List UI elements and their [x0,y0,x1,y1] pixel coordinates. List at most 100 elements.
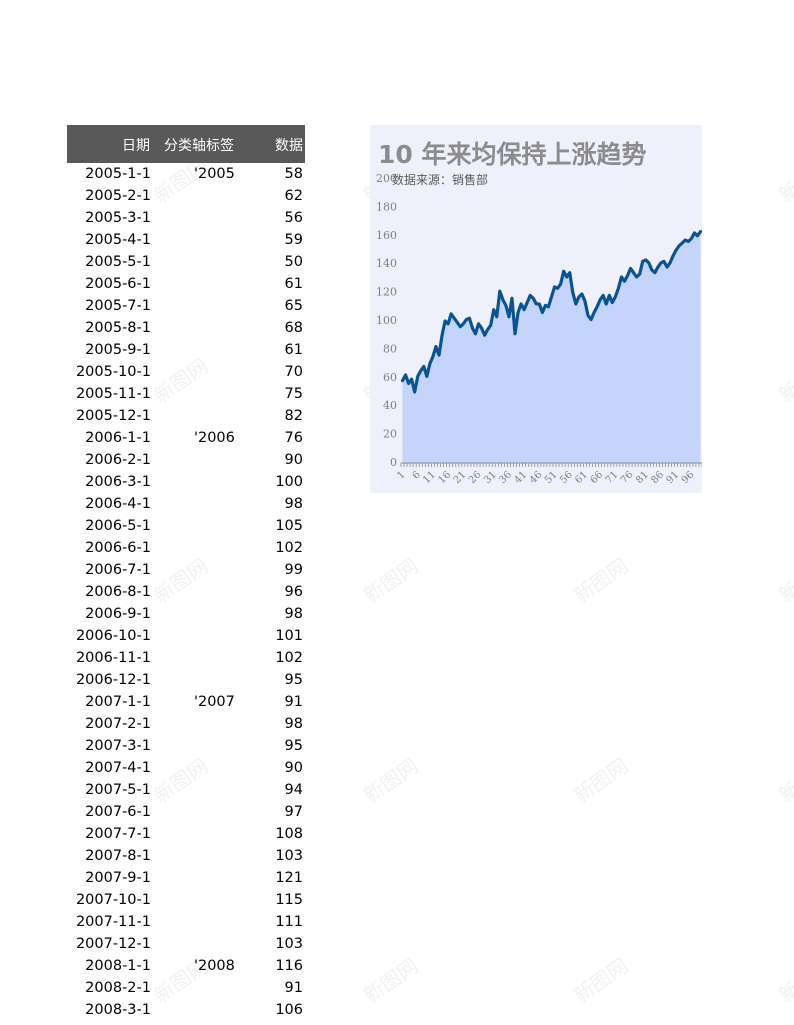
cell-value: 62 [284,188,303,204]
cell-axis-label: '2008 [194,958,235,974]
data-point [575,303,577,305]
table-row: 2007-9-1 121 [67,867,305,889]
data-point [465,318,467,321]
watermark: 新图网 [359,553,423,608]
data-point [514,333,516,335]
cell-value: 116 [275,958,303,974]
cell-date: 2007-3-1 [85,738,151,754]
table-row: 2005-8-1 68 [67,317,305,339]
x-tick-label: 76 [619,469,636,486]
data-point [599,299,601,301]
y-tick-label: 120 [376,286,397,299]
cell-date: 2006-11-1 [75,650,151,666]
cell-value: 103 [275,936,303,952]
data-point [432,355,434,358]
cell-value: 95 [284,672,303,688]
cell-axis-label: '2007 [194,694,235,710]
cell-value: 100 [275,474,303,490]
table-row: 2005-11-1 75 [67,383,305,405]
y-tick-label: 140 [376,257,397,270]
data-point [490,324,492,326]
data-point [605,303,607,305]
data-point [544,304,547,306]
table-row: 2007-11-1 111 [67,911,305,933]
data-point [663,260,665,262]
table-row: 2008-3-1 106 [67,999,305,1021]
data-point [584,300,586,302]
x-tick-label: 46 [528,469,545,486]
cell-value: 75 [284,386,303,402]
y-tick-label: 100 [376,314,397,327]
table-row: 2005-1-1 '2005 58 [67,163,305,185]
cell-date: 2006-8-1 [85,584,151,600]
watermark: 新图网 [359,953,423,1008]
table-row: 2006-6-1 102 [67,537,305,559]
data-point [684,239,686,241]
cell-date: 2007-10-1 [75,892,151,908]
data-point [550,296,553,298]
data-point [496,316,498,318]
data-point [611,301,613,304]
cell-value: 61 [284,342,303,358]
cell-value: 111 [275,914,303,930]
x-tick-label: 96 [680,469,697,486]
data-point [502,299,504,301]
cell-date: 2006-12-1 [75,672,151,688]
y-tick-label: 200 [376,172,397,185]
data-point [593,311,595,314]
data-point [444,320,446,322]
data-point [590,318,592,321]
table-row: 2007-12-1 103 [67,933,305,955]
watermark: 新图网 [359,753,423,808]
x-tick-label: 61 [573,469,590,486]
x-tick-label: 56 [558,469,575,486]
table-row: 2006-3-1 100 [67,471,305,493]
data-point [626,274,629,277]
cell-value: 70 [284,364,303,380]
cell-value: 102 [275,650,303,666]
data-point [499,290,501,292]
table-row: 2006-1-1 '2006 76 [67,427,305,449]
x-tick-label: 16 [436,469,453,486]
watermark: 新图网 [774,753,794,808]
chart-area: 10 年来均保持上涨趋势 数据来源：销售部 0 20 40 60 80 100 120 140… [370,125,702,493]
data-point [505,304,507,306]
data-point [645,259,647,261]
table-row: 2007-10-1 115 [67,889,305,911]
table-row: 2005-5-1 50 [67,251,305,273]
data-point [529,294,531,297]
table-row: 2007-4-1 90 [67,757,305,779]
cell-date: 2005-3-1 [85,210,151,226]
data-point [608,294,610,297]
cell-date: 2008-3-1 [85,1002,151,1018]
area-fill [402,231,701,463]
data-point [426,375,428,377]
cell-date: 2005-4-1 [85,232,151,248]
x-tick-label: 26 [467,469,484,486]
data-point [456,321,458,324]
watermark: 新图网 [569,553,633,608]
table-row: 2005-2-1 62 [67,185,305,207]
data-point [435,345,437,348]
header-axis-label: 分类轴标签 [164,138,234,154]
cell-date: 2005-11-1 [75,386,151,402]
data-point [417,375,419,377]
data-point [569,272,571,274]
data-point [556,287,559,289]
data-point [693,232,695,234]
cell-date: 2006-5-1 [85,518,151,534]
table-row: 2007-2-1 98 [67,713,305,735]
data-point [632,272,635,274]
data-point [672,255,674,257]
cell-date: 2007-5-1 [85,782,151,798]
x-tick-label: 91 [664,469,681,486]
data-point [517,311,519,314]
x-tick-label: 36 [497,469,514,486]
y-tick-label: 180 [376,200,397,213]
cell-value: 90 [284,452,303,468]
cell-date: 2006-1-1 [85,430,151,446]
data-point [411,378,413,380]
cell-value: 56 [284,210,303,226]
data-point [648,262,650,264]
